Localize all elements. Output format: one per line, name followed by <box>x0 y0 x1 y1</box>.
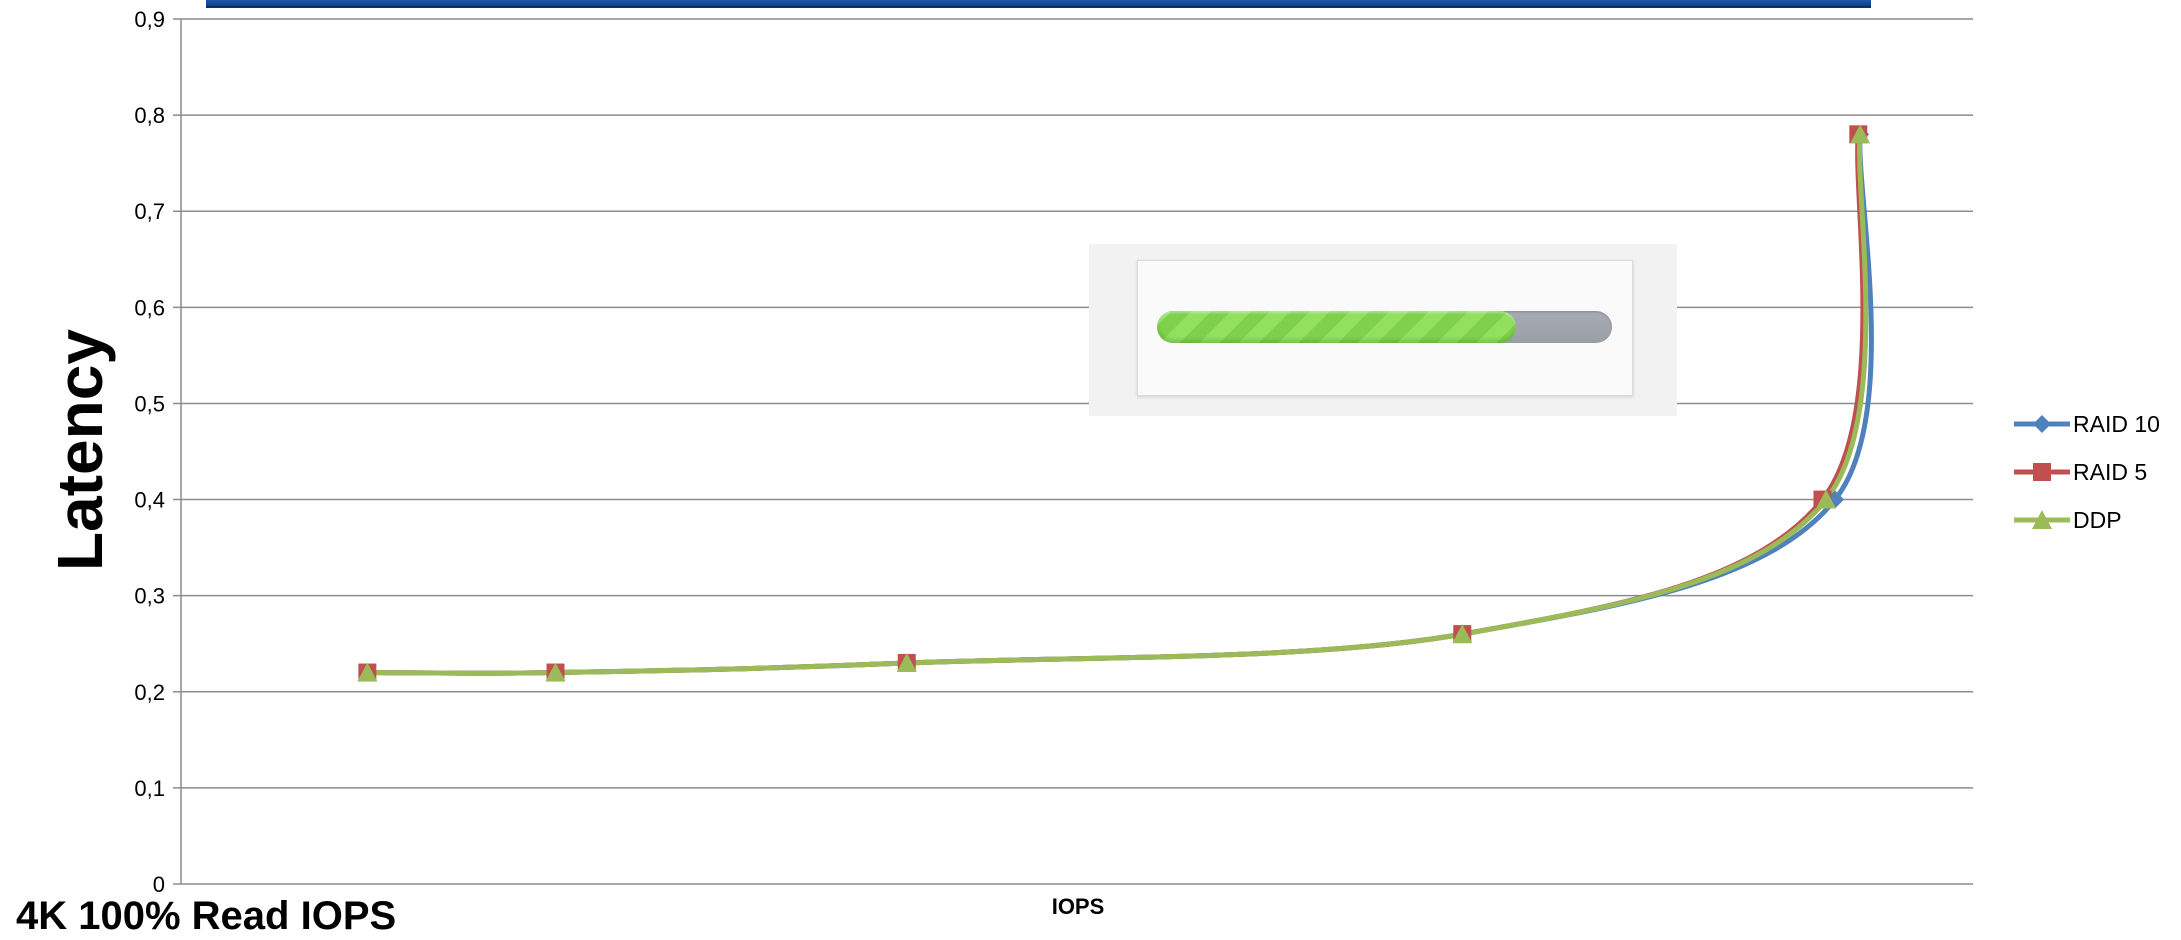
x-axis-title: IOPS <box>1052 894 1105 919</box>
y-tick-label: 0,5 <box>134 391 165 416</box>
y-tick-label: 0,3 <box>134 584 165 609</box>
data-point-ddp <box>1816 489 1837 509</box>
y-axis-title: Latency <box>44 329 116 571</box>
y-tick-labels: 0 0,1 0,2 0,3 0,4 0,5 0,6 0,7 0,8 0,9 <box>134 7 165 897</box>
y-tick-label: 0,8 <box>134 103 165 128</box>
y-tick-label: 0,9 <box>134 7 165 32</box>
header-banner-edge <box>206 0 1871 8</box>
y-tick-label: 0,1 <box>134 776 165 801</box>
y-tick-label: 0,2 <box>134 680 165 705</box>
data-point-ddp <box>357 662 378 682</box>
progress-card <box>1137 260 1633 396</box>
data-point-ddp <box>896 652 917 672</box>
legend-label-raid-10: RAID 10 <box>2073 411 2160 437</box>
legend-label-raid-5: RAID 5 <box>2073 459 2147 485</box>
gridlines <box>173 18 1973 885</box>
data-point-ddp <box>1452 624 1473 644</box>
y-tick-label: 0 <box>153 872 165 897</box>
progress-overlay <box>1089 244 1677 416</box>
data-point-ddp <box>545 662 566 682</box>
legend: RAID 10 RAID 5 DDP <box>2014 411 2160 533</box>
legend-marker-raid-10 <box>2033 415 2051 433</box>
y-tick-label: 0,4 <box>134 488 165 513</box>
progress-bar-fill <box>1157 311 1517 343</box>
y-tick-label: 0,7 <box>134 199 165 224</box>
series-line-ddp <box>367 134 1869 676</box>
legend-label-ddp: DDP <box>2073 507 2122 533</box>
series-lines <box>357 124 1874 682</box>
data-point-ddp <box>1850 124 1871 144</box>
legend-marker-raid-5 <box>2033 463 2051 481</box>
progress-bar-track <box>1157 311 1612 343</box>
legend-marker-ddp <box>2032 510 2052 529</box>
chart-caption: 4K 100% Read IOPS <box>16 894 397 938</box>
y-tick-label: 0,6 <box>134 295 165 320</box>
